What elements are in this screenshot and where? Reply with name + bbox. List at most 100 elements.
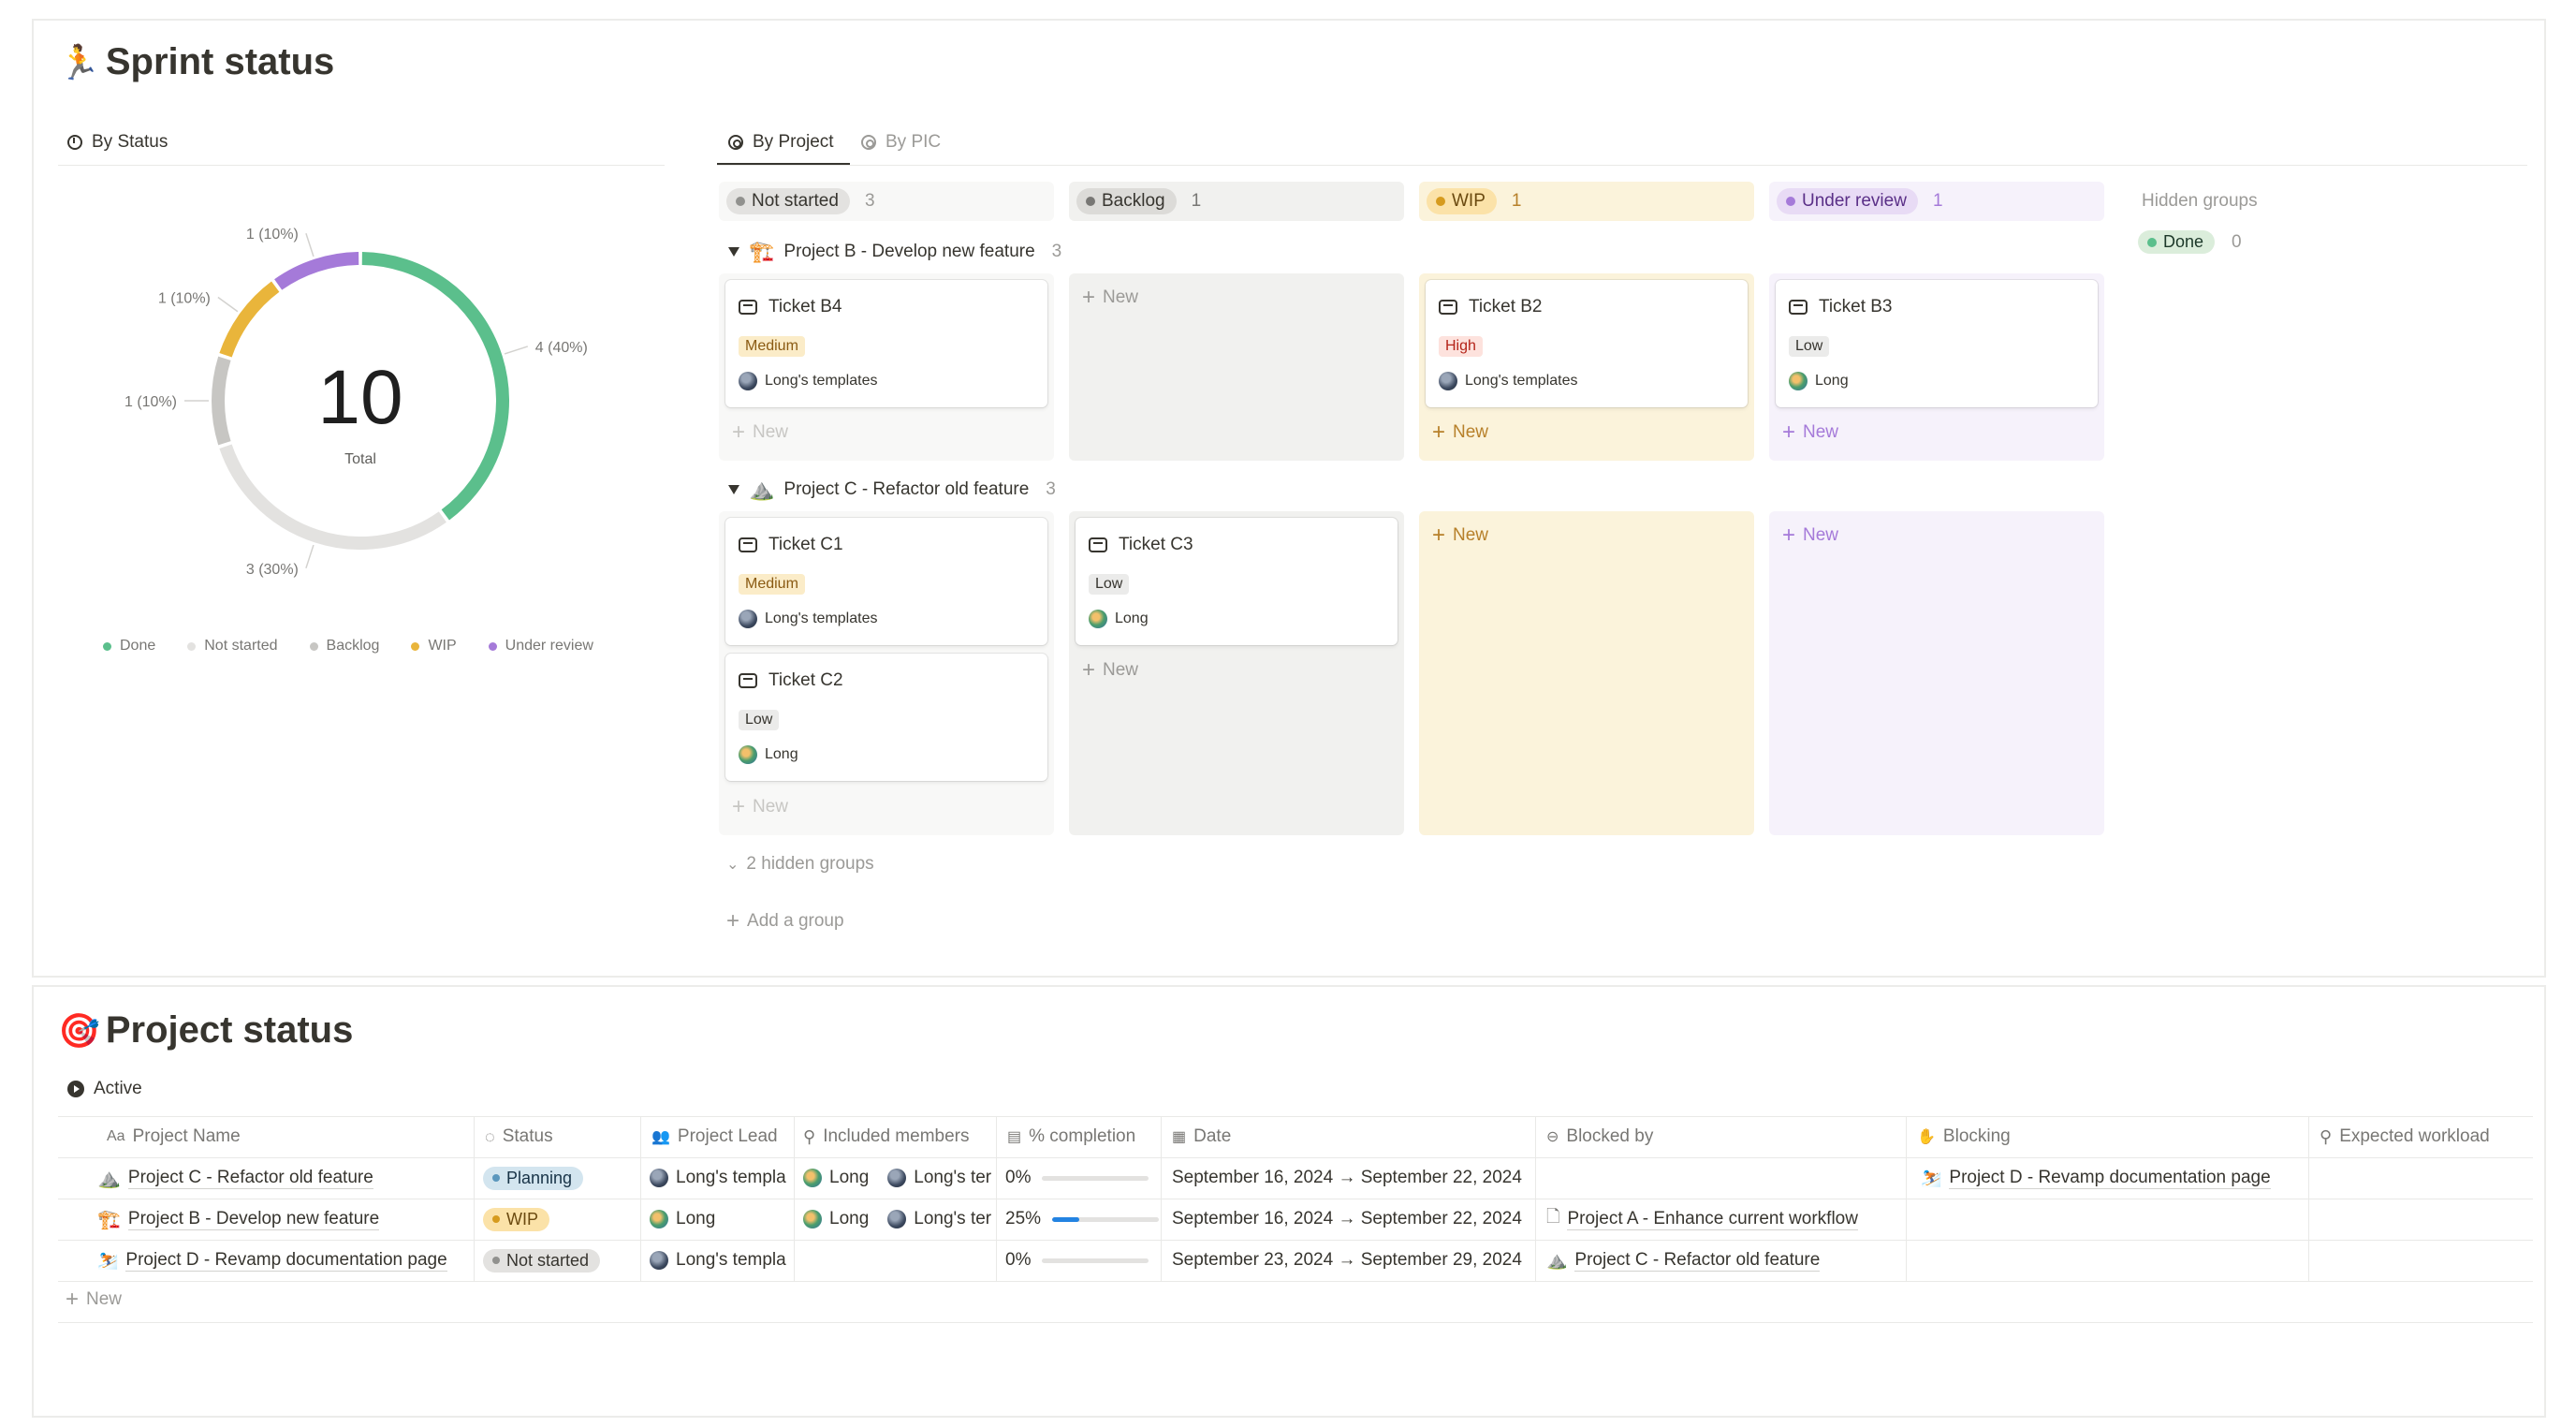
new-card-button[interactable]: + New: [1432, 419, 1489, 445]
table-row-members[interactable]: [803, 1240, 994, 1281]
view-active[interactable]: Active: [67, 1079, 142, 1099]
group-header-project-c[interactable]: ⛰️ Project C - Refactor old feature 3: [728, 478, 1056, 502]
ticket-card[interactable]: Ticket B4 Medium Long's templates: [725, 280, 1047, 407]
legend-item-under-review[interactable]: Under review: [488, 638, 593, 655]
column-header-backlog[interactable]: Backlog 1: [1069, 182, 1404, 221]
plus-icon: +: [1432, 419, 1446, 445]
add-group-button[interactable]: + Add a group: [726, 908, 844, 934]
avatar: [887, 1169, 907, 1187]
column-header-project-name[interactable]: Aa Project Name: [107, 1126, 241, 1146]
table-row-blocking[interactable]: [1921, 1199, 2306, 1240]
column-header-under-review[interactable]: Under review 1: [1769, 182, 2104, 221]
table-row-name[interactable]: ⛰️ Project C - Refactor old feature: [97, 1167, 373, 1189]
table-row-blocked-by[interactable]: ⛰️ Project C - Refactor old feature: [1546, 1249, 1821, 1272]
new-card-button[interactable]: + New: [1432, 522, 1489, 548]
column-header-completion[interactable]: ▤% completion: [1007, 1126, 1136, 1146]
status-pill: WIP: [1427, 188, 1497, 214]
donut-slice-done[interactable]: [361, 252, 509, 521]
legend-item-done[interactable]: Done: [103, 638, 155, 655]
ticket-card[interactable]: Ticket C1 Medium Long's templates: [725, 518, 1047, 645]
column-divider: [996, 1116, 997, 1281]
collapse-triangle-icon[interactable]: [728, 485, 739, 494]
blocked-icon: ⊖: [1546, 1129, 1559, 1145]
new-card-button[interactable]: + New: [1082, 657, 1139, 683]
table-row-name[interactable]: 🏗️ Project B - Develop new feature: [97, 1208, 380, 1230]
new-card-button[interactable]: + New: [1782, 522, 1839, 548]
progress-bar: [1042, 1258, 1149, 1263]
project-status-panel: [32, 985, 2546, 1418]
table-row-blocking[interactable]: ⛷️ Project D - Revamp documentation page: [1921, 1167, 2271, 1189]
page-icon: 🗋: [1546, 1207, 1560, 1226]
ticket-card[interactable]: Ticket C3 Low Long: [1076, 518, 1398, 645]
ticket-card[interactable]: Ticket B2 High Long's templates: [1426, 280, 1748, 407]
table-row-completion[interactable]: 0%: [1005, 1157, 1159, 1199]
table-row-blocking[interactable]: [1921, 1240, 2306, 1281]
status-dot: [736, 197, 745, 206]
column-header-status[interactable]: ◌ Status: [485, 1126, 553, 1146]
new-card-button[interactable]: + New: [732, 794, 789, 819]
status-pill: Under review: [1777, 188, 1918, 214]
ticket-card[interactable]: Ticket C2 Low Long: [725, 654, 1047, 781]
status-pill: Not started: [726, 188, 850, 214]
column-header-included-members[interactable]: ⚲ Included members: [803, 1126, 970, 1146]
table-row-status[interactable]: WIP: [483, 1199, 638, 1240]
tab-by-status[interactable]: By Status: [67, 124, 168, 161]
table-row-date[interactable]: September 23, 2024 → September 29, 2024: [1172, 1250, 1522, 1270]
avatar: [739, 745, 757, 764]
search-icon: ⚲: [2320, 1126, 2333, 1146]
donut-slice-under-review[interactable]: [274, 252, 359, 290]
new-card-button[interactable]: + New: [1082, 285, 1139, 310]
divider: [58, 165, 665, 166]
table-row-blocked-by[interactable]: 🗋 Project A - Enhance current workflow: [1546, 1199, 1904, 1240]
new-card-button[interactable]: + New: [1782, 419, 1839, 445]
ticket-card[interactable]: Ticket B3 Low Long: [1776, 280, 2098, 407]
table-border: [58, 1240, 2533, 1241]
column-header-date[interactable]: ▦ Date: [1172, 1126, 1232, 1146]
legend-item-wip[interactable]: WIP: [411, 638, 457, 655]
table-row-completion[interactable]: 0%: [1005, 1240, 1159, 1281]
tab-by-pic[interactable]: By PIC: [861, 124, 941, 161]
table-row-date[interactable]: September 16, 2024 → September 22, 2024: [1172, 1209, 1522, 1228]
table-row-date[interactable]: September 16, 2024 → September 22, 2024: [1172, 1168, 1522, 1187]
clock-icon: [67, 135, 82, 150]
donut-total-label: Total: [344, 451, 376, 467]
group-header-project-b[interactable]: 🏗️ Project B - Develop new feature 3: [728, 240, 1061, 264]
table-row-name[interactable]: ⛷️ Project D - Revamp documentation page: [97, 1249, 447, 1272]
mountain-emoji-icon: ⛰️: [749, 478, 775, 501]
avatar: [650, 1251, 668, 1270]
legend-item-not-started[interactable]: Not started: [187, 638, 278, 655]
collapse-triangle-icon[interactable]: [728, 247, 739, 257]
plus-icon: +: [1782, 419, 1796, 445]
donut-label-done: 4 (40%): [535, 340, 588, 356]
table-row-status[interactable]: Planning: [483, 1157, 638, 1199]
table-row-members[interactable]: Long Long's ter: [803, 1157, 994, 1199]
new-row-button[interactable]: + New: [66, 1287, 123, 1312]
table-row-lead[interactable]: Long's templa: [650, 1240, 792, 1281]
avatar: [887, 1210, 907, 1228]
column-header-blocking[interactable]: ✋ Blocking: [1917, 1126, 2011, 1146]
table-row-status[interactable]: Not started: [483, 1240, 638, 1281]
table-row-completion[interactable]: 25%: [1005, 1199, 1159, 1240]
donut-slice-wip[interactable]: [219, 281, 280, 358]
project-title: 🎯 Project status: [58, 1009, 354, 1051]
column-header-blocked-by[interactable]: ⊖ Blocked by: [1546, 1126, 1654, 1146]
hidden-group-done[interactable]: Done 0: [2138, 230, 2242, 254]
column-header-wip[interactable]: WIP 1: [1419, 182, 1754, 221]
status-dot: [2147, 237, 2157, 247]
hidden-groups-toggle[interactable]: ⌄ 2 hidden groups: [726, 854, 874, 874]
column-divider: [474, 1116, 475, 1281]
donut-slice-backlog[interactable]: [212, 356, 231, 446]
column-header-expected-workload[interactable]: ⚲ Expected workload: [2320, 1126, 2490, 1146]
new-card-button[interactable]: + New: [732, 419, 789, 445]
legend-item-backlog[interactable]: Backlog: [309, 638, 379, 655]
table-row-blocked-by[interactable]: [1546, 1157, 1904, 1199]
people-icon: 👥: [651, 1129, 670, 1145]
table-row-lead[interactable]: Long: [650, 1199, 792, 1240]
donut-slice-not-started[interactable]: [219, 444, 446, 550]
column-header-project-lead[interactable]: 👥 Project Lead: [651, 1126, 778, 1146]
ticket-icon: [739, 300, 757, 315]
tab-by-project[interactable]: By Project: [728, 124, 834, 161]
table-row-members[interactable]: Long Long's ter: [803, 1199, 994, 1240]
table-row-lead[interactable]: Long's templa: [650, 1157, 792, 1199]
column-header-not-started[interactable]: Not started 3: [719, 182, 1054, 221]
